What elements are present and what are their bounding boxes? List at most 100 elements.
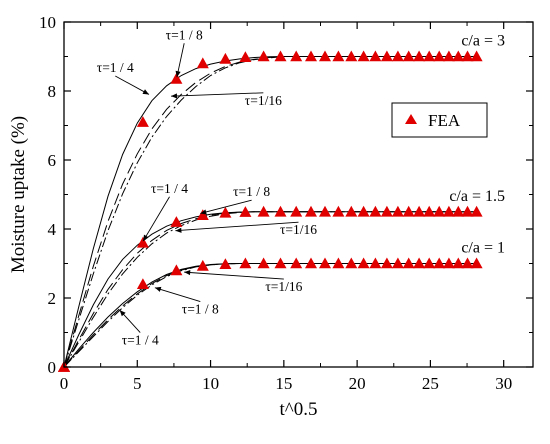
fea-point — [369, 50, 382, 62]
fea-point — [170, 216, 183, 227]
fea-point — [332, 205, 345, 217]
legend-label-fea: FEA — [428, 111, 461, 130]
fea-point — [357, 50, 370, 62]
fea-point — [470, 205, 483, 217]
y-tick-label: 2 — [48, 289, 57, 308]
fea-point — [319, 205, 331, 217]
x-tick-label: 30 — [495, 374, 512, 393]
fea-point — [423, 205, 436, 217]
fea-point — [452, 205, 465, 217]
fea-point — [470, 50, 483, 62]
fea-point — [219, 206, 232, 218]
fea-point — [239, 51, 252, 62]
fea-point — [413, 205, 426, 217]
fea-point — [170, 264, 183, 276]
y-tick-label: 0 — [48, 358, 57, 377]
fea-point — [461, 50, 474, 62]
fea-point — [380, 257, 393, 269]
series-label: c/a = 1.5 — [449, 188, 505, 205]
fea-point — [402, 205, 415, 217]
fea-point — [433, 205, 446, 217]
fea-point — [357, 257, 370, 269]
annotation-arrowhead — [170, 93, 178, 99]
fea-point — [219, 52, 232, 64]
x-tick-label: 10 — [202, 374, 219, 393]
fea-point — [402, 257, 415, 269]
y-tick-label: 8 — [48, 82, 57, 101]
fea-point — [136, 116, 149, 127]
annotation-arrow — [115, 75, 150, 95]
fea-point — [257, 205, 270, 217]
annotation-layer: c/a = 3 c/a = 1.5 c/a = 1 τ=1 / 8 τ=1 / 4 τ=1… — [97, 27, 505, 347]
fea-point — [239, 257, 252, 269]
fea-point — [461, 205, 474, 217]
annotation-arrowhead — [143, 234, 149, 242]
annotation-arrowhead — [184, 269, 191, 276]
legend: FEA — [391, 102, 488, 138]
fea-point — [345, 50, 358, 62]
fea-point — [274, 257, 287, 269]
y-axis-title: Moisture uptake (%) — [8, 116, 29, 273]
fea-point — [196, 259, 209, 271]
fea-point — [442, 50, 455, 62]
annotation-arrow — [200, 199, 252, 214]
annotation-arrowhead — [175, 70, 181, 78]
tau-annotation: τ=1/16 — [265, 279, 302, 294]
fea-point — [196, 209, 209, 220]
series-line-0-1 — [63, 56, 479, 368]
fea-point — [319, 257, 331, 269]
fea-point — [433, 257, 446, 269]
fea-point — [239, 206, 252, 217]
tau-annotation: τ=1 / 8 — [182, 302, 219, 317]
annotation-arrowhead — [142, 89, 150, 95]
fea-point — [319, 50, 331, 62]
fea-point — [413, 50, 426, 62]
axis-layer: 0 5 10 15 20 25 30 0 2 4 6 8 10 — [39, 13, 533, 393]
x-tick-label: 5 — [133, 374, 142, 393]
fea-point — [369, 205, 382, 217]
y-tick-label: 10 — [39, 13, 56, 32]
x-axis-title: t^0.5 — [280, 399, 318, 420]
fea-point — [369, 257, 382, 269]
series-line-1-2 — [63, 211, 479, 368]
fea-point — [305, 205, 317, 217]
fea-point — [391, 50, 404, 62]
annotation-arrowhead — [200, 209, 207, 215]
tau-annotation: τ=1 / 8 — [166, 27, 203, 42]
annotation-arrow — [154, 287, 201, 302]
fea-point — [274, 50, 287, 62]
fea-point — [402, 50, 415, 62]
fea-point — [470, 257, 483, 269]
fea-point — [423, 257, 436, 269]
fea-point — [452, 50, 465, 62]
fea-point — [257, 257, 270, 269]
fea-point — [413, 257, 426, 269]
fea-point — [380, 205, 393, 217]
tau-annotation: τ=1/16 — [245, 93, 282, 108]
fea-point — [305, 257, 317, 269]
tau-annotation: τ=1 / 8 — [233, 184, 270, 199]
fea-point — [196, 57, 209, 69]
annotation-arrow — [184, 271, 284, 280]
fea-point — [290, 257, 303, 269]
fea-point — [305, 50, 317, 62]
fea-point — [290, 205, 303, 217]
fea-point — [461, 257, 474, 269]
y-tick-label: 4 — [48, 220, 57, 239]
series-label: c/a = 1 — [461, 240, 505, 257]
fea-point — [290, 50, 303, 62]
tau-annotation: τ=1 / 4 — [97, 60, 134, 75]
marker-layer — [58, 50, 483, 372]
fea-point — [391, 205, 404, 217]
fea-point — [357, 205, 370, 217]
series-line-2-2 — [63, 263, 479, 368]
fea-point — [380, 50, 393, 62]
x-tick-label: 20 — [349, 374, 366, 393]
annotation-arrow — [175, 221, 299, 232]
annotation-arrowhead — [154, 286, 162, 292]
legend-marker-fea — [405, 114, 417, 124]
fea-point — [423, 50, 436, 62]
fea-point — [257, 50, 270, 62]
